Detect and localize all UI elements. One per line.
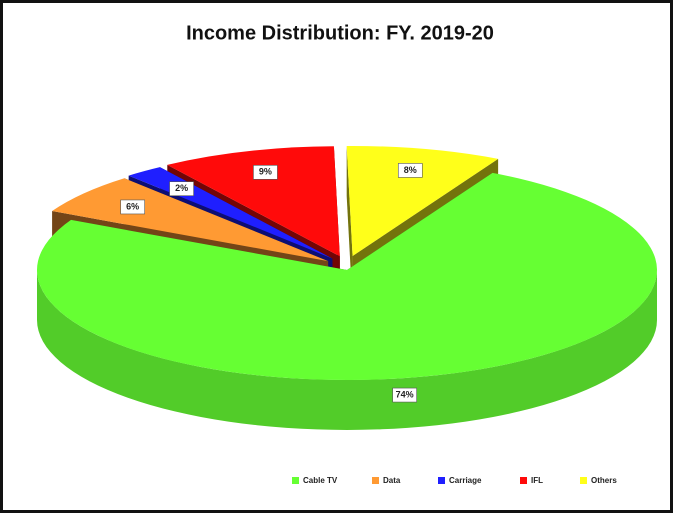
legend-swatch xyxy=(372,477,379,484)
legend-swatch xyxy=(580,477,587,484)
slice xyxy=(167,146,340,257)
slice xyxy=(36,172,658,380)
legend-swatch xyxy=(520,477,527,484)
data-label: 8% xyxy=(404,165,417,175)
legend-swatch xyxy=(438,477,445,484)
data-label: 6% xyxy=(126,201,139,211)
legend-label: Carriage xyxy=(449,476,482,485)
slice xyxy=(346,145,499,256)
data-label: 74% xyxy=(396,389,414,399)
data-label-box xyxy=(392,387,417,403)
data-label: 2% xyxy=(175,183,188,193)
pie: 74% 6% 2% 9% 8% xyxy=(36,145,658,430)
data-label-box xyxy=(169,181,194,197)
slice xyxy=(52,178,329,262)
legend-swatch xyxy=(292,477,299,484)
data-label: 9% xyxy=(259,167,272,177)
data-label-box xyxy=(120,199,145,215)
data-label-box xyxy=(397,163,423,178)
slice-wall xyxy=(37,270,657,430)
legend-label: Cable TV xyxy=(303,476,338,485)
data-label-box xyxy=(253,165,278,180)
legend-label: Others xyxy=(591,476,617,485)
legend-label: IFL xyxy=(531,476,543,485)
legend-label: Data xyxy=(383,476,401,485)
slice-side xyxy=(346,146,353,306)
legend: Cable TV Data Carriage IFL Others xyxy=(292,476,617,485)
chart-title: Income Distribution: FY. 2019-20 xyxy=(186,22,494,44)
